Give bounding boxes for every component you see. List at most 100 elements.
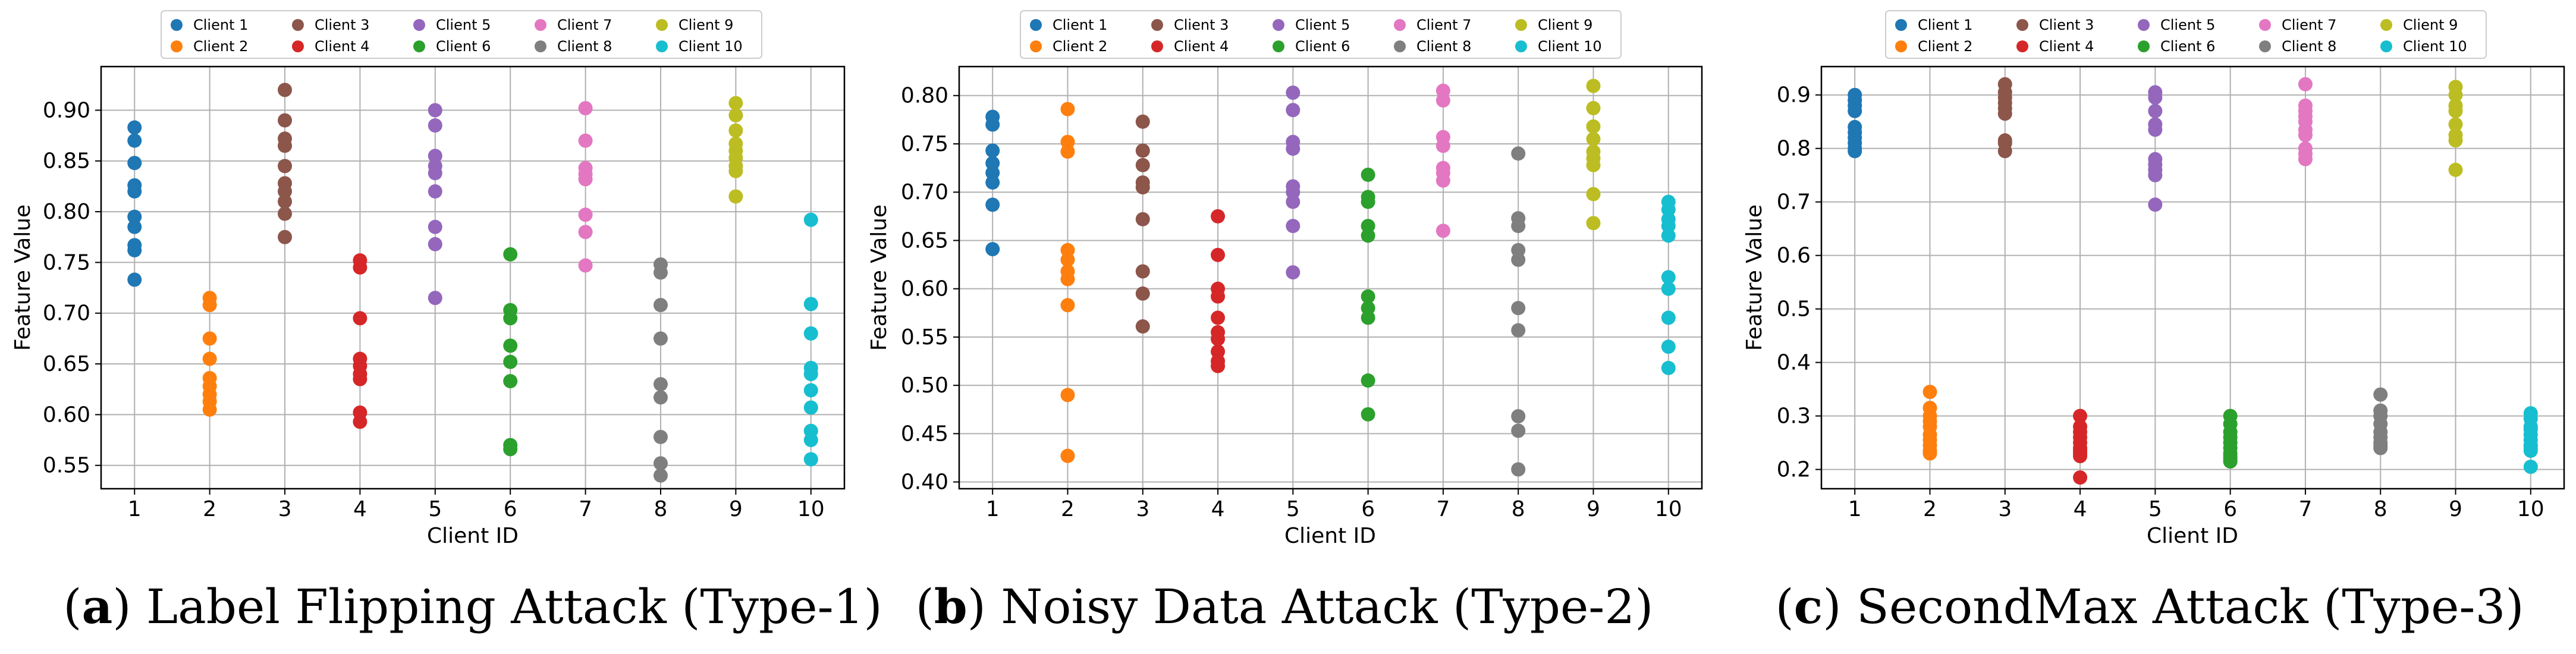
data-point: [653, 265, 668, 280]
data-point: [653, 468, 668, 483]
legend-label: Client 3: [2039, 17, 2094, 33]
x-tick-label: 6: [1361, 497, 1375, 521]
data-point: [1435, 173, 1450, 188]
legend-marker: [1394, 40, 1406, 52]
data-point: [1586, 187, 1601, 202]
data-point: [127, 272, 142, 287]
data-point: [1586, 78, 1601, 93]
y-tick-label: 0.40: [901, 470, 948, 495]
legend: Client 1 Client 2 Client 3 Client 4 Client 5…: [1885, 10, 2487, 59]
data-point: [1586, 119, 1601, 134]
data-point: [1435, 93, 1450, 108]
data-point: [127, 209, 142, 224]
data-point: [1997, 106, 2012, 121]
data-point: [2448, 87, 2463, 102]
data-point: [1211, 289, 1226, 304]
data-point: [2073, 449, 2088, 464]
legend-marker: [2016, 40, 2028, 52]
data-point: [1661, 228, 1676, 243]
x-tick-label: 7: [1436, 497, 1450, 521]
caption-letter: b: [934, 578, 967, 634]
legend-marker: [2259, 19, 2271, 31]
y-tick-label: 0.4: [1777, 351, 1811, 375]
legend-label: Client 7: [557, 17, 612, 33]
legend-marker: [656, 40, 668, 52]
legend-marker: [1030, 19, 1042, 31]
caption-open-paren: (: [63, 579, 81, 634]
y-tick-label: 0.60: [901, 277, 948, 301]
data-point: [202, 351, 217, 366]
data-point: [803, 433, 818, 448]
legend-marker: [171, 19, 183, 31]
panel-caption: (a) Label Flipping Attack (Type-1): [63, 578, 882, 634]
x-axis-label: Client ID: [2147, 524, 2238, 548]
data-point: [2148, 103, 2163, 118]
legend-marker: [292, 40, 304, 52]
data-point: [278, 229, 293, 244]
y-tick-label: 0.9: [1777, 83, 1811, 108]
data-point: [653, 331, 668, 346]
data-point: [1997, 144, 2012, 159]
data-point: [803, 212, 818, 227]
data-point: [1586, 131, 1601, 146]
caption-text: SecondMax Attack (Type-3): [1842, 579, 2524, 634]
y-tick-label: 0.90: [43, 98, 90, 122]
data-point: [1286, 194, 1300, 209]
caption-text: Noisy Data Attack (Type-2): [986, 579, 1654, 634]
data-point: [1286, 142, 1300, 156]
y-axis-label: Feature Value: [867, 205, 891, 351]
y-tick-label: 0.70: [43, 301, 90, 326]
data-point: [1361, 310, 1375, 325]
caption-open-paren: (: [1775, 579, 1793, 634]
data-point: [278, 194, 293, 209]
data-point: [578, 100, 593, 115]
data-points: [1848, 77, 2538, 485]
x-tick-label: 1: [986, 497, 1000, 521]
data-point: [1135, 158, 1150, 172]
data-point: [578, 207, 593, 222]
legend-marker: [1151, 40, 1163, 52]
data-point: [1135, 264, 1150, 279]
x-tick-label: 5: [1286, 497, 1300, 521]
x-tick-label: 2: [203, 497, 216, 521]
y-tick-label: 0.80: [43, 200, 90, 224]
axes: 1 2 3 4 5 6 7 8 9 10 0.2 0.3 0.4 0.5 0.6 0.7 0.8 0.9: [1777, 65, 2565, 521]
data-point: [2373, 387, 2388, 402]
data-point: [127, 219, 142, 234]
data-point: [1586, 158, 1601, 172]
data-point: [2148, 90, 2163, 105]
data-point: [353, 311, 367, 326]
data-point: [1848, 144, 1862, 159]
x-tick-label: 4: [2074, 497, 2087, 521]
plot-frame: [958, 65, 1703, 490]
data-point: [985, 242, 1000, 257]
data-point: [985, 197, 1000, 212]
y-axis-label: Feature Value: [11, 205, 35, 351]
legend-label: Client 1: [1918, 17, 1972, 33]
legend-marker: [1515, 19, 1527, 31]
legend-marker: [1151, 19, 1163, 31]
x-tick-label: 8: [2374, 497, 2387, 521]
panel-c: Client 1 Client 2 Client 3 Client 4 Client 5…: [1742, 10, 2565, 634]
legend-marker: [2138, 40, 2150, 52]
x-tick-label: 8: [654, 497, 668, 521]
data-point: [127, 120, 142, 135]
data-point: [1060, 388, 1075, 403]
data-point: [1511, 146, 1526, 161]
data-point: [1060, 252, 1075, 267]
data-point: [1286, 265, 1300, 280]
data-point: [1661, 281, 1676, 296]
x-tick-label: 9: [2449, 497, 2462, 521]
data-point: [2148, 122, 2163, 137]
data-point: [2448, 103, 2463, 118]
data-point: [127, 133, 142, 148]
legend-marker: [535, 40, 546, 52]
data-point: [578, 225, 593, 240]
data-point: [1135, 180, 1150, 195]
x-tick-label: 5: [2148, 497, 2162, 521]
y-tick-label: 0.8: [1777, 137, 1811, 161]
data-point: [1135, 114, 1150, 129]
legend-label: Client 9: [1538, 17, 1592, 33]
data-point: [278, 139, 293, 153]
x-tick-label: 2: [1061, 497, 1075, 521]
